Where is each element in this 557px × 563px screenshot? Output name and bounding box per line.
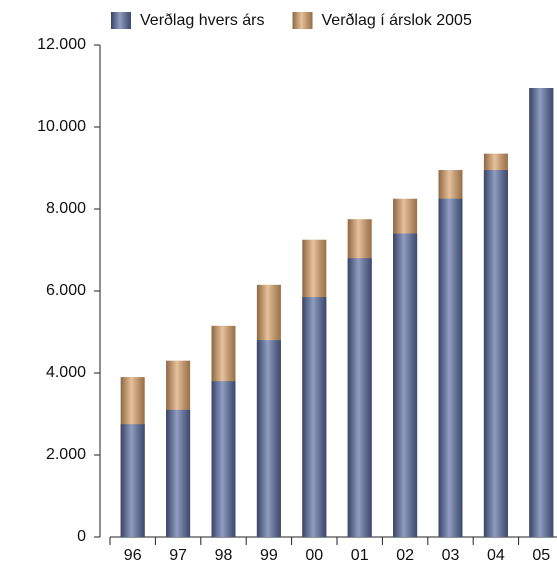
- legend-label: Verðlag í árslok 2005: [322, 12, 472, 29]
- legend: Verðlag hvers árs Verðlag í árslok 2005: [111, 12, 472, 29]
- bar: [211, 381, 236, 537]
- legend-swatch-shine: [292, 12, 313, 29]
- y-tick-label: 6.000: [46, 282, 86, 299]
- x-tick-label: 05: [532, 547, 550, 563]
- y-tick-label: 12.000: [37, 36, 86, 53]
- bar: [166, 409, 191, 537]
- x-tick-label: 02: [396, 547, 414, 563]
- bar: [302, 297, 327, 537]
- x-tick-label: 96: [124, 547, 142, 563]
- bar: [393, 233, 418, 537]
- x-tick-label: 04: [487, 547, 505, 563]
- y-tick-label: 0: [77, 528, 86, 545]
- y-tick-label: 10.000: [37, 118, 86, 135]
- y-tick-label: 8.000: [46, 200, 86, 217]
- legend-label: Verðlag hvers árs: [140, 12, 265, 29]
- bar: [347, 258, 372, 537]
- x-tick-label: 98: [215, 547, 233, 563]
- x-tick-label: 97: [169, 547, 187, 563]
- bar: [483, 170, 508, 538]
- x-tick-label: 03: [442, 547, 460, 563]
- x-tick-label: 00: [305, 547, 323, 563]
- y-tick-label: 2.000: [46, 446, 86, 463]
- bar: [529, 88, 554, 538]
- x-tick-label: 99: [260, 547, 278, 563]
- legend-swatch-shine: [111, 12, 131, 29]
- bar: [256, 340, 281, 537]
- bar: [120, 424, 145, 537]
- y-tick-label: 4.000: [46, 364, 86, 381]
- bar: [438, 198, 463, 537]
- x-tick-label: 01: [351, 547, 369, 563]
